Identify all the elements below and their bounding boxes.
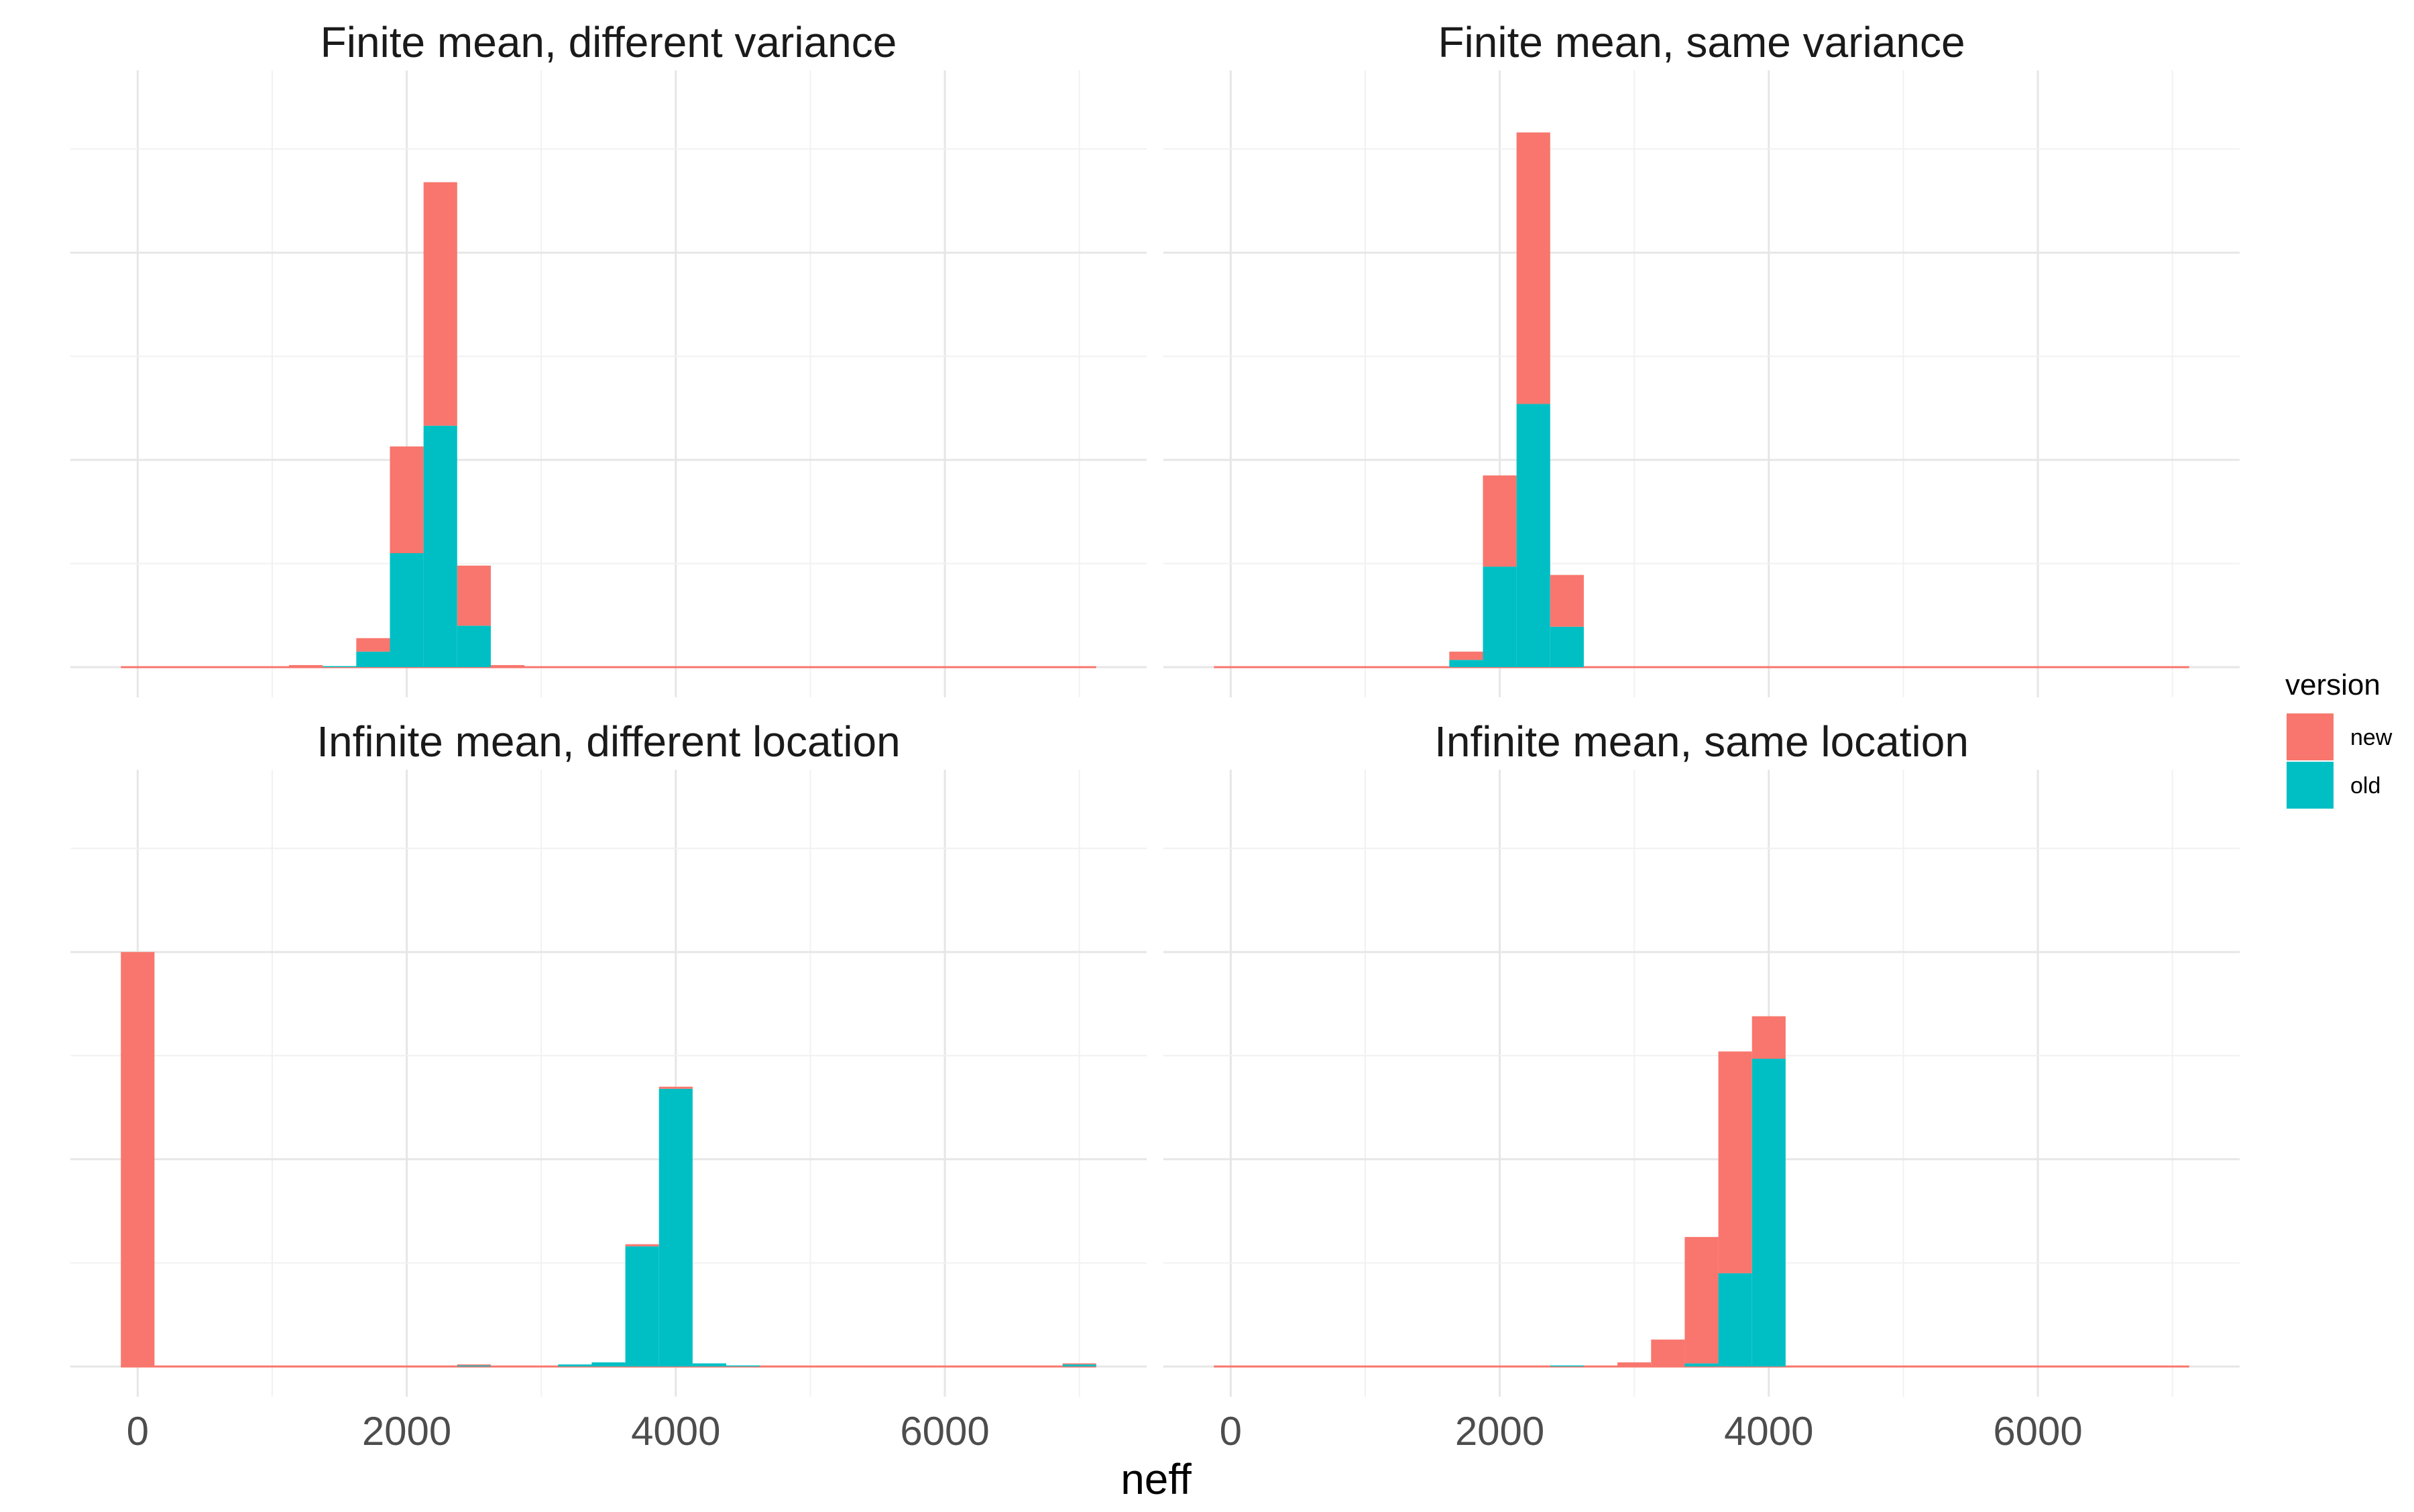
bar-new bbox=[490, 664, 525, 667]
legend-label-new: new bbox=[2350, 725, 2393, 750]
bar-old bbox=[1718, 1273, 1752, 1366]
bar-new bbox=[1684, 1236, 1719, 1364]
panel-title: Infinite mean, same location bbox=[1434, 717, 1969, 766]
bar-new bbox=[625, 1244, 659, 1246]
legend: version new old bbox=[2285, 668, 2393, 809]
bar-new bbox=[121, 951, 155, 1366]
bar-old bbox=[692, 1363, 727, 1366]
bar-old bbox=[1550, 1365, 1584, 1366]
bar-new bbox=[1718, 1051, 1752, 1273]
bar-new bbox=[390, 446, 424, 553]
bar-new bbox=[1785, 1365, 1820, 1366]
x-tick-label: 2000 bbox=[1455, 1409, 1544, 1454]
x-tick-label: 6000 bbox=[1993, 1409, 2082, 1454]
bar-old bbox=[457, 1365, 491, 1366]
x-tick-label: 0 bbox=[1220, 1409, 1242, 1454]
bar-old bbox=[323, 666, 357, 667]
panel-4: Infinite mean, same location 0 2000 4000 600… bbox=[1163, 717, 2240, 1454]
bar-old bbox=[1516, 404, 1550, 667]
bar-new bbox=[1550, 575, 1584, 627]
bar-new bbox=[658, 1086, 693, 1089]
bar-new bbox=[289, 664, 323, 667]
bar-old bbox=[1483, 567, 1517, 667]
bar-old bbox=[1684, 1363, 1719, 1366]
bar-new bbox=[356, 638, 390, 652]
panel-title: Finite mean, same variance bbox=[1438, 18, 1965, 66]
bar-old bbox=[1751, 1059, 1786, 1366]
bar-new bbox=[1483, 475, 1517, 567]
bar-old bbox=[1550, 626, 1584, 667]
legend-label-old: old bbox=[2350, 773, 2380, 799]
bar-new bbox=[995, 1365, 1029, 1366]
panel-1: Finite mean, different variance bbox=[70, 18, 1147, 697]
bar-old bbox=[1062, 1364, 1096, 1366]
bar-new bbox=[1751, 1016, 1786, 1059]
legend-title: version bbox=[2285, 668, 2380, 701]
bar-old bbox=[558, 1364, 592, 1366]
bar-new bbox=[1516, 132, 1550, 404]
bar-new bbox=[1651, 1339, 1685, 1366]
bar-old bbox=[423, 425, 457, 667]
x-axis-title: neff bbox=[1120, 1455, 1192, 1503]
bar-old bbox=[591, 1362, 626, 1366]
bar-old bbox=[658, 1088, 693, 1366]
bar-new bbox=[1617, 1362, 1652, 1366]
bar-new bbox=[457, 565, 491, 626]
bar-new bbox=[1449, 651, 1483, 660]
bar-old bbox=[457, 626, 491, 667]
bar-old bbox=[356, 651, 390, 667]
bar-new bbox=[1853, 1365, 1887, 1366]
x-tick-label: 2000 bbox=[362, 1409, 451, 1454]
x-tick-label: 0 bbox=[127, 1409, 149, 1454]
panel-2: Finite mean, same variance bbox=[1163, 18, 2240, 697]
bar-new bbox=[962, 1365, 996, 1366]
bar-old bbox=[1449, 660, 1483, 667]
bar-new bbox=[423, 182, 457, 426]
bar-old bbox=[726, 1365, 760, 1366]
panel-3: Infinite mean, different location 0 2000 40… bbox=[70, 717, 1147, 1454]
bar-new bbox=[457, 1364, 491, 1366]
bar-new bbox=[827, 1365, 861, 1366]
x-tick-label: 4000 bbox=[631, 1409, 720, 1454]
legend-key-new bbox=[2287, 713, 2334, 760]
bar-old bbox=[625, 1246, 659, 1366]
x-tick-label: 4000 bbox=[1724, 1409, 1813, 1454]
legend-key-old bbox=[2287, 762, 2334, 809]
x-tick-label: 6000 bbox=[900, 1409, 989, 1454]
panel-title: Finite mean, different variance bbox=[321, 18, 897, 66]
bar-new bbox=[1062, 1363, 1096, 1364]
panel-title: Infinite mean, different location bbox=[317, 717, 900, 766]
bar-old bbox=[390, 553, 424, 667]
